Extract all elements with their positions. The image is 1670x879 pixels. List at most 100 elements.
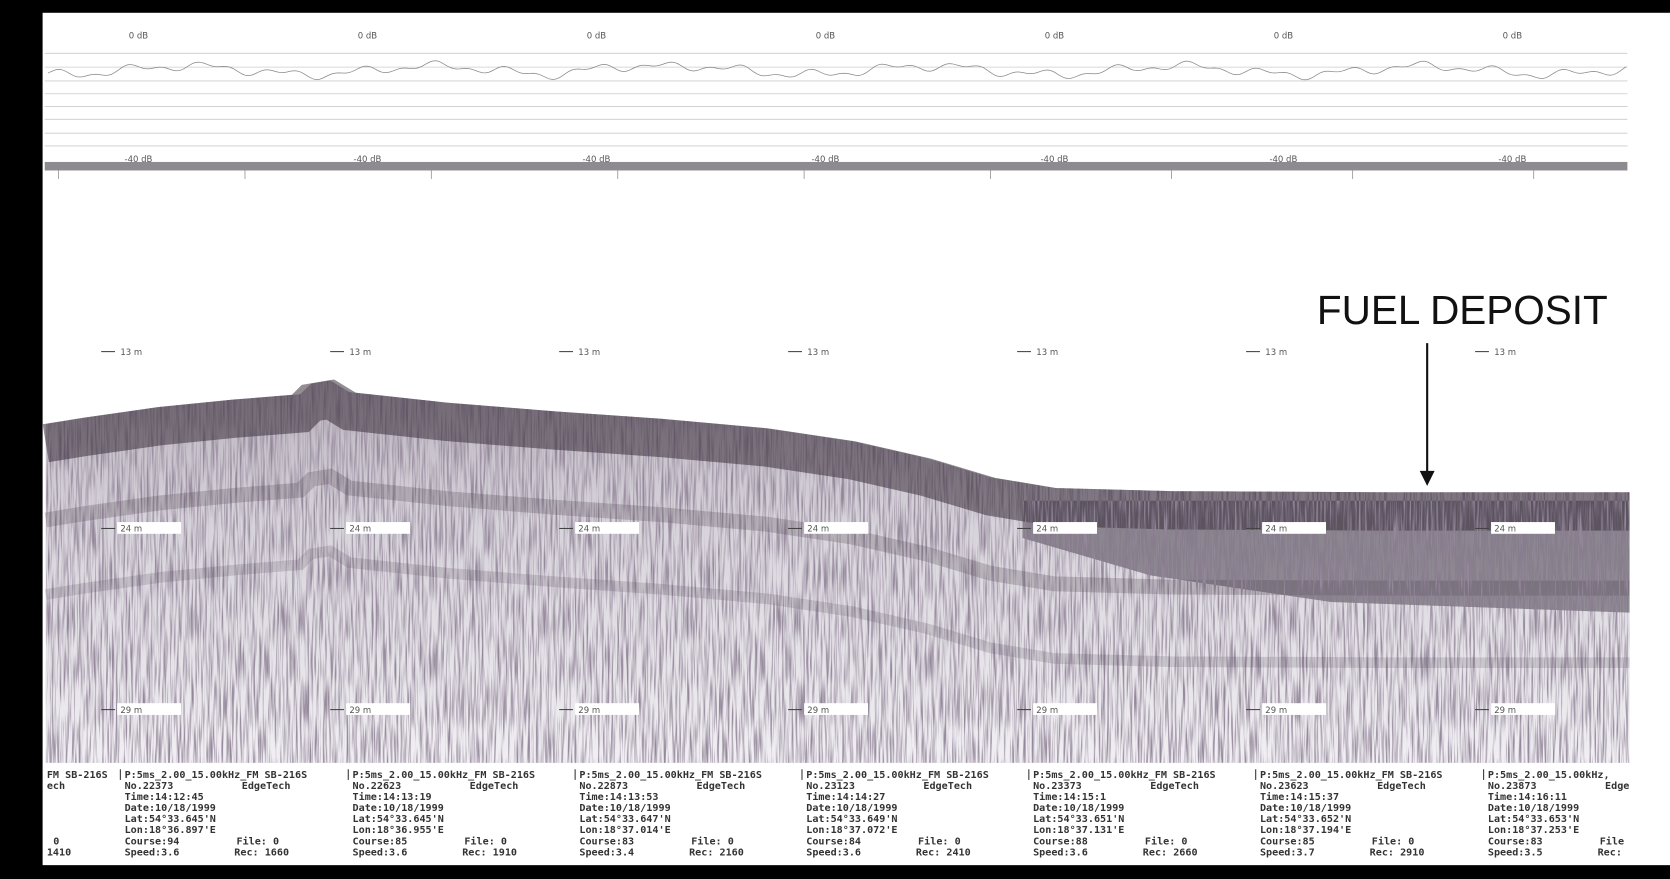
depth-label: 29 m [1036,706,1058,716]
top-db-label: 0 dB [816,31,836,41]
record-file: File: 0 [236,835,279,847]
depth-label: 24 m [1036,525,1058,535]
top-db-label: 0 dB [129,31,149,41]
record-file: 0 [53,836,59,847]
record-speed: Speed:3.7 [1260,847,1315,858]
record-header: P:5ms_2.00_15.00kHz_FM SB-216S [125,770,308,781]
record-number: No.23623 [1260,781,1309,792]
depth-label: 13 m [578,348,600,358]
bottom-db-label: -40 dB [354,155,382,165]
record-lat: Lat:54°33.653'N [1488,814,1579,825]
record-number: No.23873 [1488,781,1537,792]
sonar-record: 0 dB -40 dB 0 dB -40 dB 0 dB -40 dB 0 dB -40 dB… [0,0,1670,879]
record-lon: Lon:18°37.194'E [1260,825,1351,836]
record-lon: Lon:18°36.955'E [353,825,444,836]
record-date: Date:10/18/1999 [806,803,897,814]
record-maker: EdgeTech [923,781,972,792]
record-time: Time:14:14:27 [806,791,885,803]
record-maker: EdgeTech [1150,781,1199,792]
record-speed: Speed:3.4 [579,847,634,858]
depth-label: 13 m [120,348,142,358]
depth-label: 29 m [807,706,829,716]
bottom-db-label: -40 dB [1498,155,1526,165]
record-header: P:5ms_2.00_15.00kHz_FM SB-216S [1033,770,1216,781]
record-maker: EdgeTech [697,781,746,792]
bottom-db-label: -40 dB [1040,155,1068,165]
bottom-db-label: -40 dB [811,155,839,165]
record-rec: Rec: 2910 [1370,847,1425,858]
record-course: Course:85 [353,836,408,847]
record-course: Course:85 [1260,836,1315,847]
record-number: No.22873 [579,781,628,792]
record-lat: Lat:54°33.649'N [806,814,897,825]
depth-label: 13 m [1265,348,1287,358]
record-number: No.22373 [125,781,174,792]
depth-label: 13 m [1494,348,1516,358]
bottom-db-label: -40 dB [125,155,153,165]
record-speed: Speed:3.6 [125,847,180,858]
record-header: FM SB-216S [47,770,108,781]
record-header: P:5ms_2.00_15.00kHz_FM SB-216S [353,770,536,781]
record-date: Date:10/18/1999 [1033,803,1124,814]
record-time: Time:14:12:45 [125,791,204,803]
record-file: File: 0 [1145,835,1188,847]
record-lon: Lon:18°37.072'E [806,825,897,836]
record-header: P:5ms_2.00_15.00kHz, [1488,770,1610,781]
record-rec: Rec: 2660 [1143,847,1198,858]
record-rec: 1410 [47,847,71,858]
record-header: P:5ms_2.00_15.00kHz_FM SB-216S [1260,770,1443,781]
record-rec: Rec: 1910 [462,847,517,858]
top-db-label: 0 dB [1045,31,1065,41]
record-lon: Lon:18°36.897'E [125,825,216,836]
top-db-label: 0 dB [587,31,607,41]
page: { "top_trace": { "top_labels": ["0 dB", … [0,0,1670,879]
record-file: File [1600,835,1624,847]
depth-label: 29 m [1494,706,1516,716]
record-date: Date:10/18/1999 [579,803,670,814]
record-time: Time:14:15:37 [1260,791,1339,803]
record-header: P:5ms_2.00_15.00kHz_FM SB-216S [579,770,762,781]
record-lat: Lat:54°33.645'N [353,814,444,825]
record-speed: Speed:3.5 [1488,847,1543,858]
record-file: File: 0 [1372,835,1415,847]
depth-label: 13 m [807,348,829,358]
record-lat: Lat:54°33.652'N [1260,814,1351,825]
record-file: File: 0 [918,835,961,847]
record-course: Course:83 [1488,836,1543,847]
record-number: No.23373 [1033,781,1082,792]
record-number: No.22623 [353,781,402,792]
depth-label: 13 m [349,348,371,358]
bottom-db-label: -40 dB [582,155,610,165]
record-file: File: 0 [464,835,507,847]
record-file: File: 0 [691,835,734,847]
record-maker: ech [47,781,65,792]
record-date: Date:10/18/1999 [125,803,216,814]
record-rec: Rec: 1660 [234,847,289,858]
top-db-label: 0 dB [1503,31,1523,41]
record-date: Date:10/18/1999 [1260,803,1351,814]
record-course: Course:83 [579,836,634,847]
record-header: P:5ms_2.00_15.00kHz_FM SB-216S [806,770,989,781]
depth-label: 24 m [1265,525,1287,535]
depth-label: 29 m [120,706,142,716]
depth-label: 24 m [807,525,829,535]
record-lon: Lon:18°37.014'E [579,825,670,836]
record-time: Time:14:16:11 [1488,791,1567,803]
depth-label: 24 m [349,525,371,535]
record-course: Course:94 [125,836,180,847]
record-rec: Rec: [1598,847,1622,858]
depth-label: 24 m [120,525,142,535]
bottom-db-label: -40 dB [1269,155,1297,165]
record-course: Course:84 [806,836,861,847]
record-maker: EdgeTech [470,781,519,792]
record-maker: EdgeTech [242,781,291,792]
record-rec: Rec: 2410 [916,847,971,858]
record-number: No.23123 [806,781,855,792]
record-lat: Lat:54°33.647'N [579,814,670,825]
annotation-label: FUEL DEPOSIT [1317,287,1608,333]
top-db-label: 0 dB [358,31,378,41]
depth-label: 24 m [1494,525,1516,535]
record-lon: Lon:18°37.131'E [1033,825,1124,836]
record-time: Time:14:15:1 [1033,791,1106,803]
record-speed: Speed:3.6 [806,847,861,858]
